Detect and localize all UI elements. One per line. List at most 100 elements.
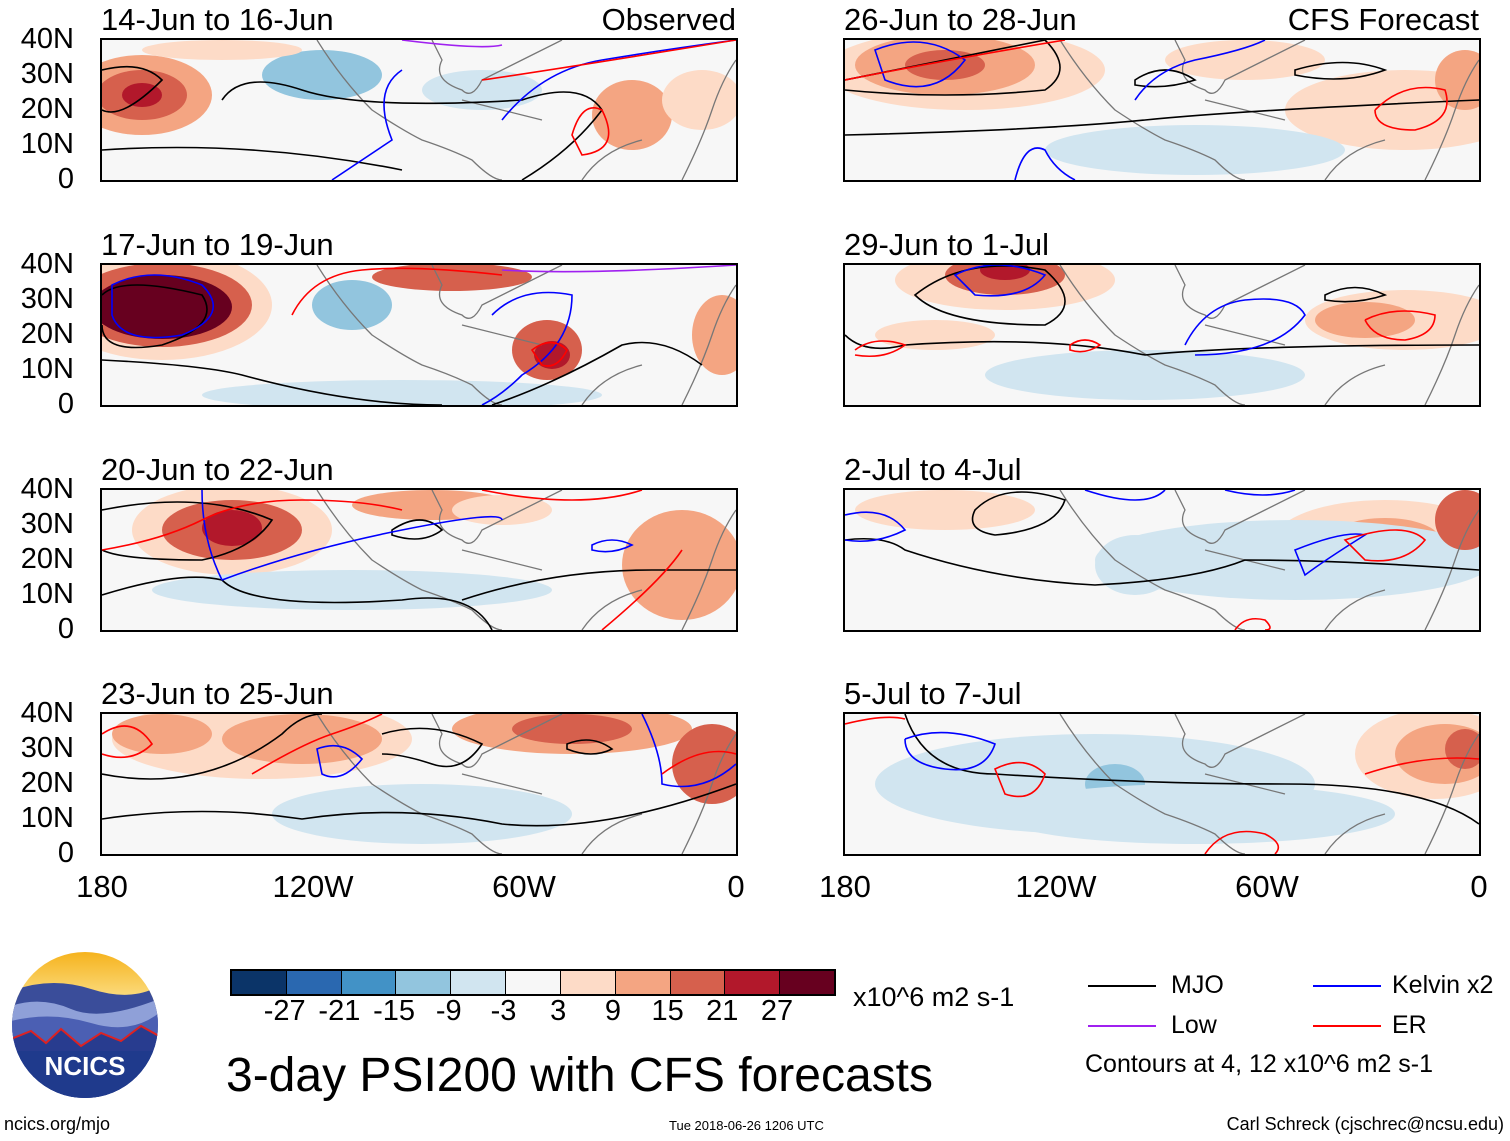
contour-line: [1294, 61, 1388, 80]
contour-line: [102, 65, 164, 113]
contour-line: [221, 81, 603, 180]
legend-line-low: [1088, 1025, 1156, 1027]
panel-tag: Observed: [601, 2, 736, 37]
map-panel: [100, 263, 738, 407]
contour-line: [391, 519, 444, 540]
lat-label: 40N: [20, 23, 74, 55]
colorbar-swatch: [614, 971, 670, 994]
coastline: [316, 40, 736, 180]
contour-line: [291, 267, 503, 316]
contour-line: [953, 265, 1047, 297]
contour-line: [1184, 298, 1306, 356]
anomaly-shading: [202, 510, 262, 546]
logo-text: NCICS: [45, 1051, 126, 1081]
contour-line: [854, 340, 907, 358]
contour-line: [1343, 529, 1427, 562]
contour-line: [102, 783, 736, 827]
contour-line: [201, 490, 223, 581]
map-panel: [843, 38, 1481, 182]
contour-line: [102, 284, 208, 349]
contour-line: [102, 714, 323, 780]
contour-line: [481, 291, 573, 405]
contour-line: [481, 490, 643, 501]
contour-line: [501, 265, 736, 273]
panel-title: 23-Jun to 25-Jun: [101, 676, 334, 711]
contour-line: [461, 569, 736, 601]
contour-line: [1224, 490, 1296, 496]
anomaly-shading: [855, 490, 1035, 530]
panel-title: 29-Jun to 1-Jul: [844, 227, 1050, 262]
colorbar-swatch: [505, 971, 560, 994]
anomaly-shading: [262, 50, 382, 100]
lat-label: 10N: [20, 353, 74, 385]
contour-line: [1293, 533, 1368, 577]
lon-label: 60W: [492, 869, 556, 904]
colorbar-swatch: [669, 971, 725, 994]
panel-title: 17-Jun to 19-Jun: [101, 227, 334, 262]
anomaly-shading: [692, 295, 736, 375]
contour-line: [641, 714, 736, 788]
contour-line: [481, 40, 736, 81]
lon-label: 180: [819, 869, 871, 904]
lat-label: 20N: [20, 543, 74, 575]
contour-line: [221, 515, 503, 581]
legend: MJO Kelvin x2 Low ER Contours at 4, 12 x…: [1085, 968, 1510, 1078]
anomaly-shading: [222, 714, 382, 764]
contour-line: [1374, 86, 1448, 131]
contour-line: [845, 716, 906, 725]
anomaly-shading: [1165, 40, 1325, 80]
figure-title: 3-day PSI200 with CFS forecasts: [226, 1049, 933, 1102]
panel-title: 14-Jun to 16-Jun: [101, 2, 334, 37]
anomaly-shading: [112, 714, 212, 754]
lat-label: 10N: [20, 578, 74, 610]
colorbar-label: 9: [604, 995, 621, 1027]
anomaly-shading: [985, 350, 1305, 400]
colorbar-swatch: [232, 971, 286, 994]
colorbar-swatch: [340, 971, 396, 994]
colorbar-swatch: [724, 971, 780, 994]
coastline: [1059, 40, 1479, 180]
colorbar-units: x10^6 m2 s-1: [853, 982, 1015, 1012]
contour-line: [251, 714, 383, 775]
colorbar-swatch: [450, 971, 506, 994]
contour-line: [501, 40, 736, 121]
contour-line: [102, 359, 443, 405]
contour-line: [993, 761, 1046, 798]
lat-label: 0: [57, 388, 74, 420]
colorbar-swatch: [395, 971, 451, 994]
lon-label: 120W: [1015, 869, 1097, 904]
contour-line: [102, 725, 154, 759]
anomaly-shading: [662, 70, 736, 130]
footer-url[interactable]: ncics.org/mjo: [4, 1114, 111, 1134]
anomaly-shading: [512, 714, 632, 744]
colorbar-label: -15: [373, 995, 416, 1027]
colorbar: [230, 969, 836, 996]
anomaly-shading: [980, 265, 1030, 280]
panel-title: 2-Jul to 4-Jul: [844, 452, 1022, 487]
lat-label: 20N: [20, 767, 74, 799]
colorbar-label: -21: [318, 995, 361, 1027]
contour-line: [845, 99, 1479, 136]
legend-label-low: Low: [1171, 1011, 1217, 1039]
lon-label: 180: [76, 869, 128, 904]
colorbar-swatch: [285, 971, 341, 994]
contour-line: [971, 491, 1067, 536]
ncics-logo: NCICS: [11, 951, 159, 1099]
coastline: [316, 490, 736, 630]
contour-line: [845, 40, 1066, 81]
map-panel: [100, 712, 738, 856]
contour-line: [1069, 339, 1102, 353]
panel-title: 5-Jul to 7-Jul: [844, 676, 1022, 711]
contour-line: [530, 341, 568, 367]
lat-label: 20N: [20, 93, 74, 125]
lat-label: 30N: [20, 58, 74, 90]
colorbar-swatch: [559, 971, 615, 994]
map-panel: [843, 488, 1481, 632]
legend-line-mjo: [1088, 985, 1156, 987]
lon-label: 120W: [272, 869, 354, 904]
contour-line: [1234, 617, 1271, 630]
lat-label: 0: [57, 163, 74, 195]
anomaly-shading: [534, 341, 570, 369]
colorbar-label: 21: [706, 995, 739, 1027]
